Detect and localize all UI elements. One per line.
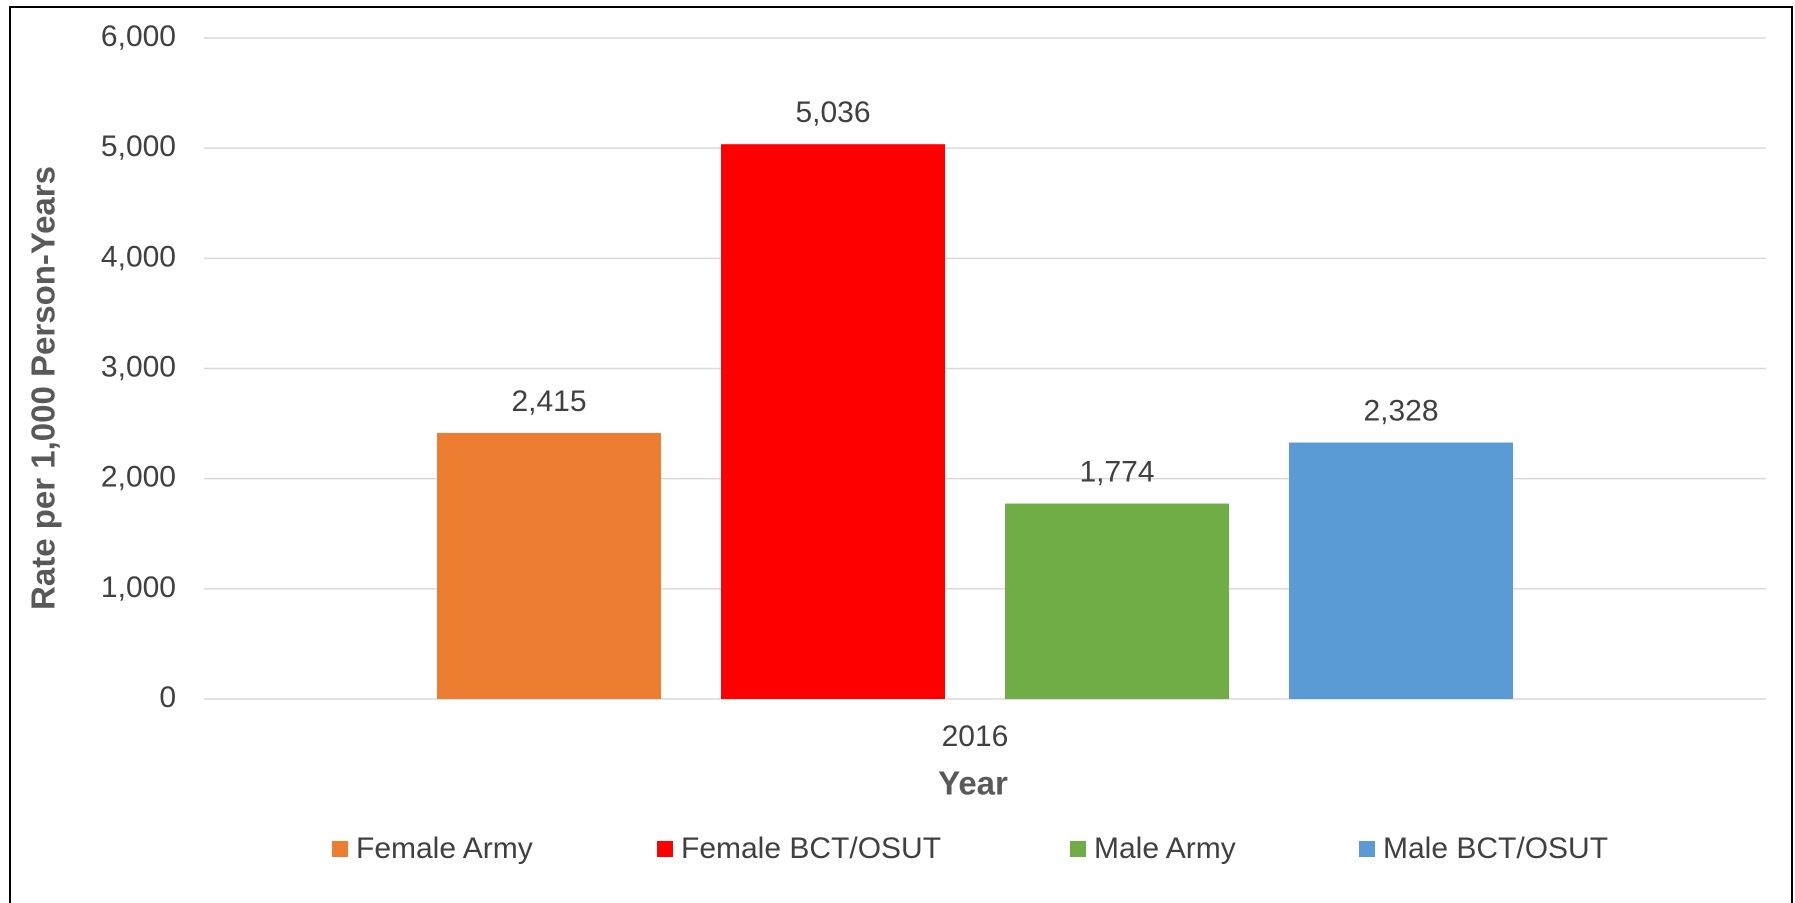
data-label: 2,415 bbox=[511, 385, 586, 418]
legend-label: Female Army bbox=[356, 832, 533, 865]
y-axis-title: Rate per 1,000 Person-Years bbox=[25, 166, 62, 610]
legend-swatch bbox=[1359, 841, 1375, 857]
x-tick-label: 2016 bbox=[942, 720, 1009, 753]
legend-swatch bbox=[332, 841, 348, 857]
data-label: 1,774 bbox=[1079, 455, 1154, 488]
data-label: 5,036 bbox=[795, 96, 870, 129]
bar bbox=[721, 144, 945, 699]
data-label: 2,328 bbox=[1363, 394, 1438, 427]
bar bbox=[437, 432, 661, 699]
legend-label: Male BCT/OSUT bbox=[1383, 832, 1608, 865]
bar bbox=[1005, 503, 1229, 699]
y-tick-label: 4,000 bbox=[101, 240, 176, 273]
y-tick-label: 2,000 bbox=[101, 461, 176, 494]
y-tick-label: 0 bbox=[159, 681, 176, 714]
legend-swatch bbox=[1070, 841, 1086, 857]
legend-label: Female BCT/OSUT bbox=[681, 832, 941, 865]
frame bbox=[9, 6, 1793, 903]
bar bbox=[1289, 442, 1513, 699]
y-tick-label: 6,000 bbox=[101, 20, 176, 53]
legend-label: Male Army bbox=[1094, 832, 1236, 865]
y-tick-label: 5,000 bbox=[101, 130, 176, 163]
legend-swatch bbox=[657, 841, 673, 857]
y-tick-label: 1,000 bbox=[101, 571, 176, 604]
y-tick-label: 3,000 bbox=[101, 350, 176, 383]
x-axis-title: Year bbox=[938, 765, 1008, 802]
